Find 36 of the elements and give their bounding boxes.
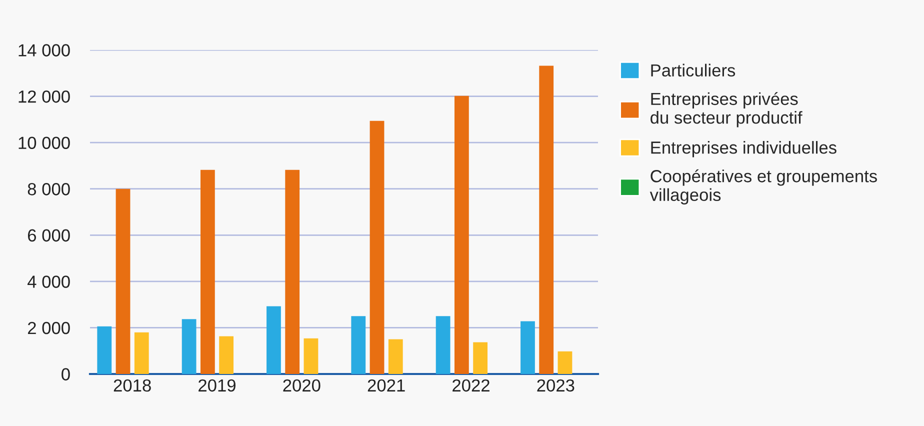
y-tick-label: 0: [62, 368, 70, 380]
x-tick-label: 2023: [537, 379, 574, 392]
bar: [539, 66, 554, 374]
bar: [134, 332, 149, 374]
legend-label: Entreprises individuelles: [651, 141, 836, 158]
bar: [200, 170, 215, 374]
legend-label: Coopératives et groupements villageois: [650, 169, 877, 204]
bar: [558, 351, 572, 374]
x-tick-label: 2021: [368, 379, 405, 392]
y-tick-label: 2 000: [28, 322, 70, 334]
bar: [454, 96, 469, 374]
y-tick-label: 8 000: [28, 183, 70, 196]
y-tick-label: 14 000: [18, 44, 70, 56]
x-tick-label: 2019: [198, 379, 236, 392]
bar: [219, 336, 234, 374]
bar: [266, 306, 281, 374]
y-tick-label: 12 000: [18, 90, 70, 103]
x-tick-label: 2022: [452, 379, 490, 392]
y-tick-label: 10 000: [18, 136, 70, 150]
x-tick-label: 2018: [114, 379, 151, 392]
legend-label: Particuliers: [651, 64, 736, 77]
bar: [116, 188, 130, 374]
y-tick-label: 4 000: [28, 276, 70, 288]
bar: [473, 342, 488, 374]
legend-label: Entreprises privées du secteur productif: [650, 92, 802, 128]
bar: [182, 319, 196, 374]
bar: [370, 120, 384, 374]
bar: [285, 170, 300, 374]
bar: [520, 321, 535, 374]
y-tick-label: 6 000: [28, 229, 70, 242]
bar: [97, 326, 112, 374]
x-tick-label: 2020: [283, 379, 320, 392]
bar: [436, 316, 450, 374]
bar: [304, 338, 318, 374]
bar: [351, 316, 366, 374]
bar: [388, 339, 403, 374]
